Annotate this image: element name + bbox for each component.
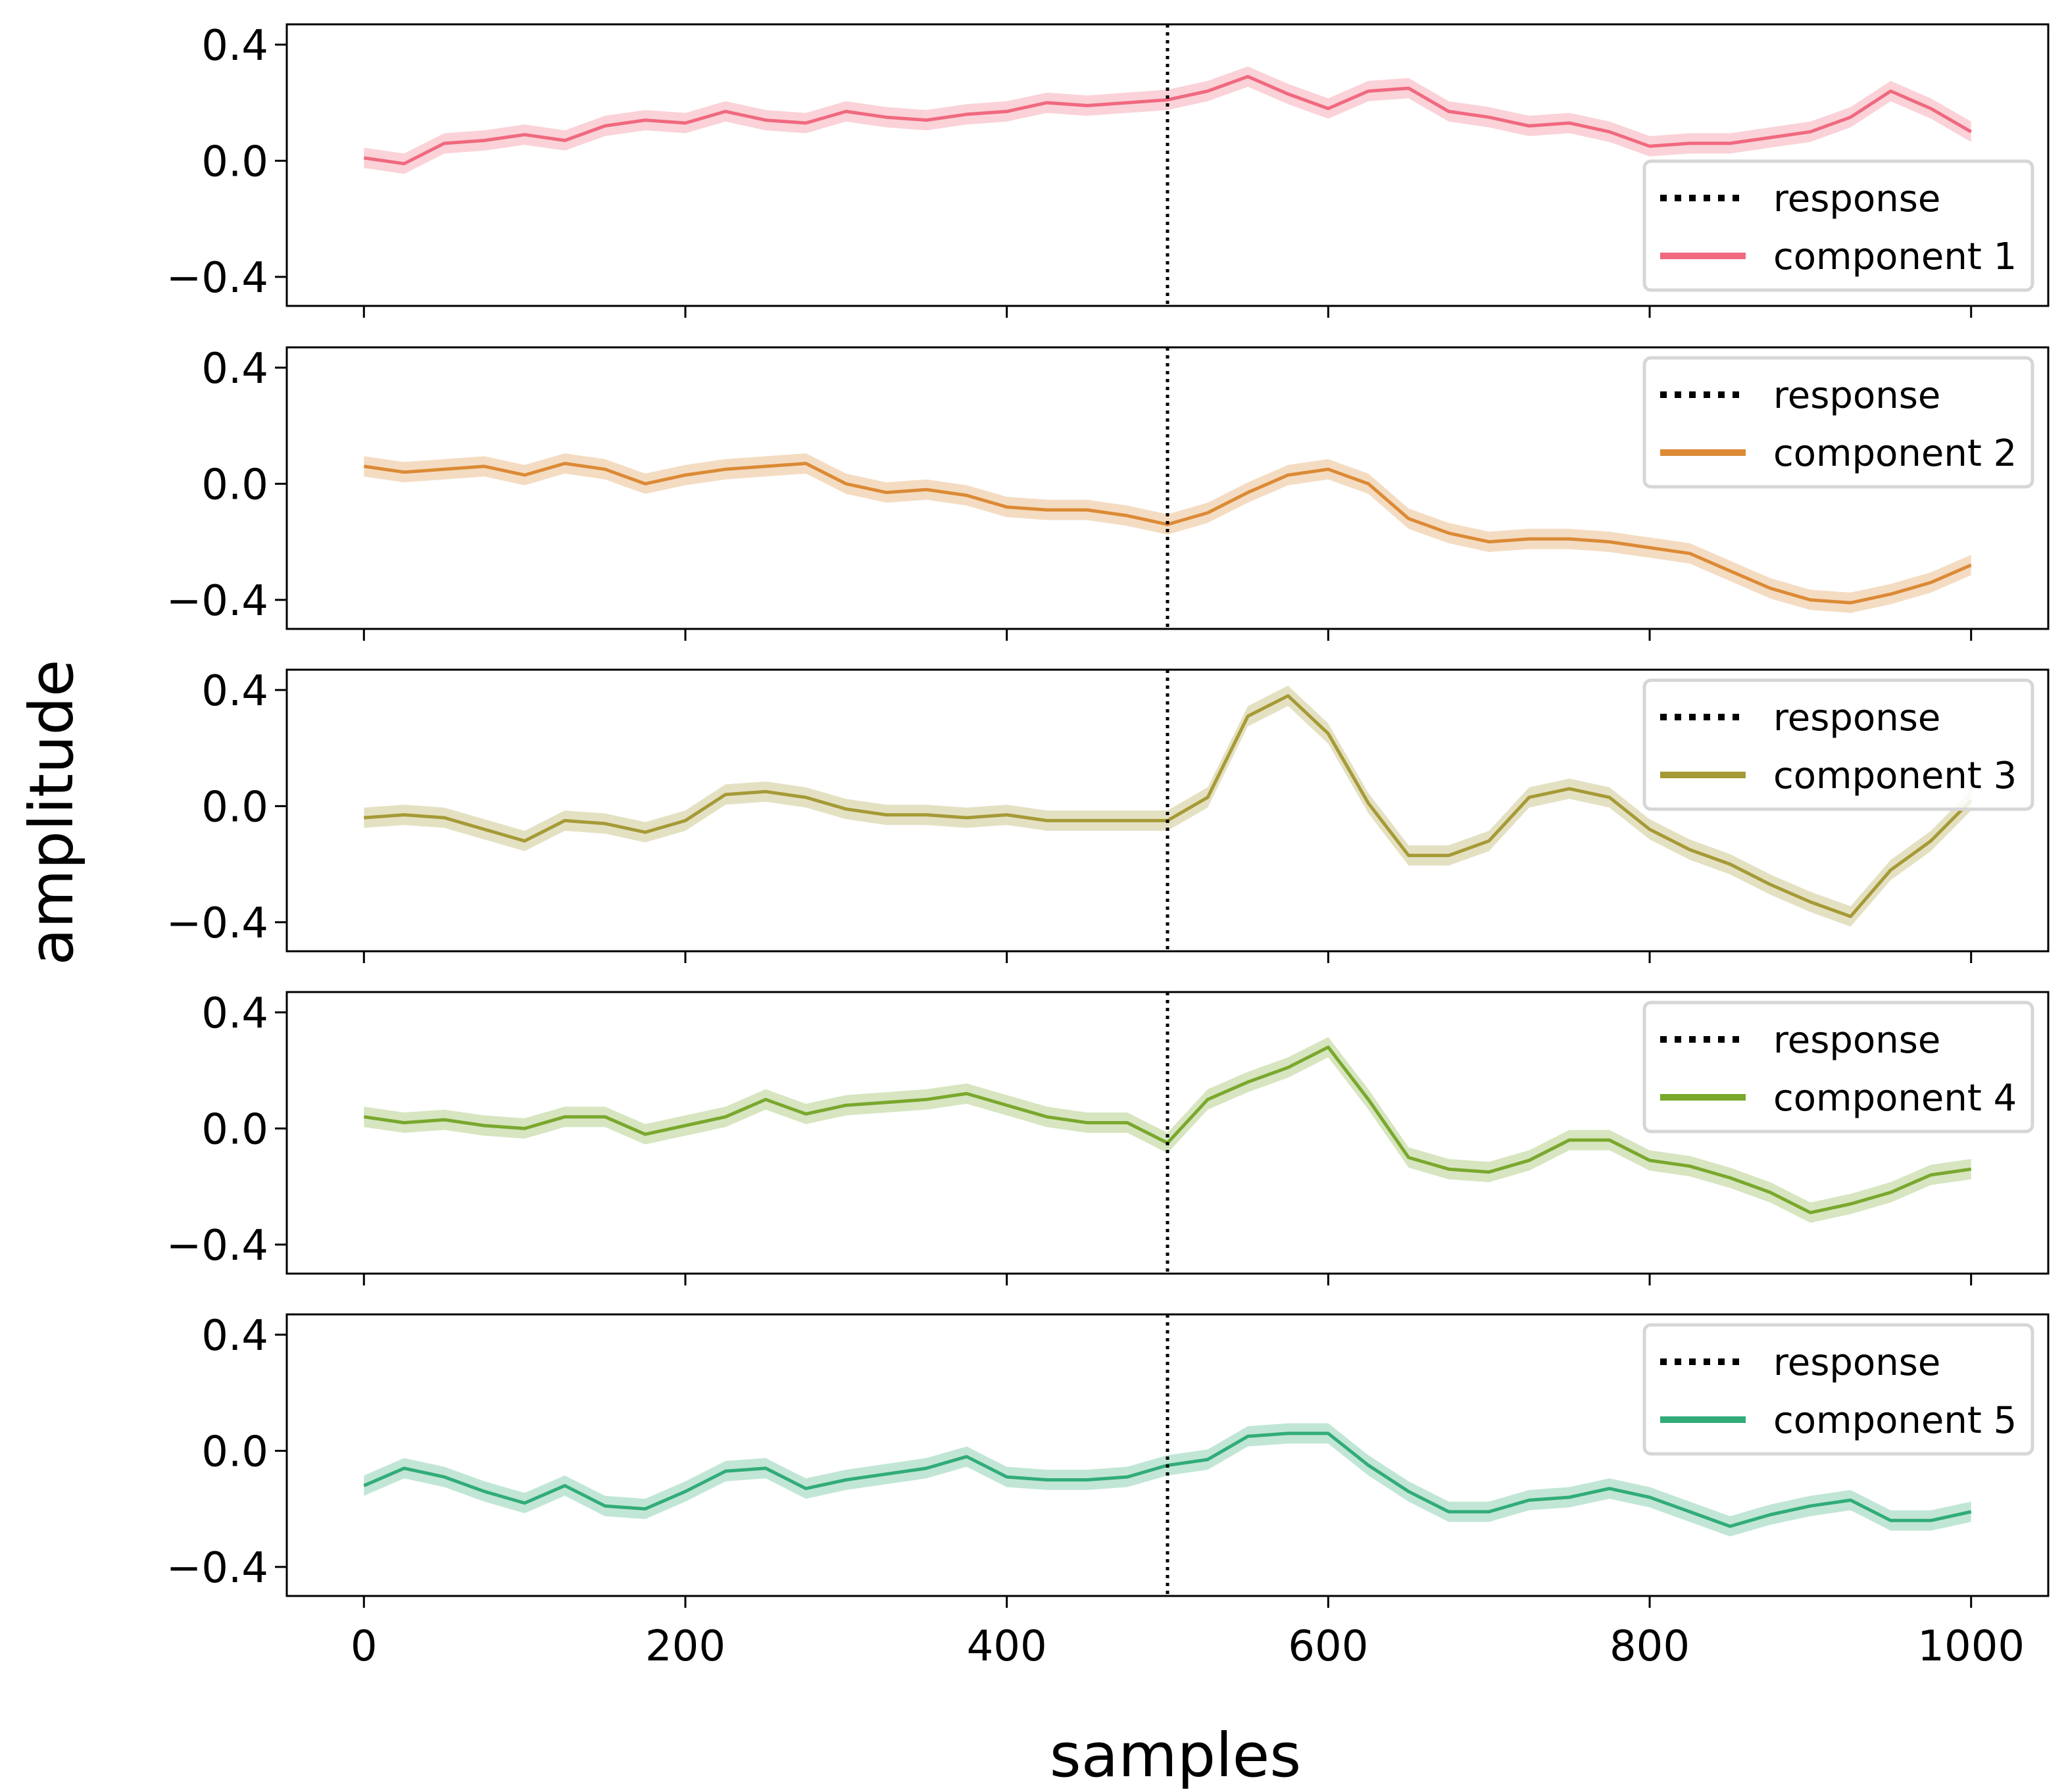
y-axis-title: amplitude	[16, 660, 87, 966]
y-tick-label: −0.4	[166, 899, 268, 948]
legend-response-label: response	[1773, 178, 1940, 220]
panel-4: 0.4 0.0 −0.4 response component 4	[166, 989, 2050, 1285]
panels-group: 0.4 0.0 −0.4 response component 1 0.4 0.0 −0.4 r…	[166, 22, 2050, 1671]
x-axis-title: samples	[1050, 1720, 1301, 1791]
legend: response component 3	[1642, 678, 2034, 811]
y-tick-label: 0.0	[201, 1428, 268, 1476]
legend-series-label: component 1	[1773, 236, 2017, 278]
y-tick-label: −0.4	[166, 1544, 268, 1593]
y-tick-label: 0.4	[201, 989, 268, 1038]
legend-series-label: component 5	[1773, 1399, 2017, 1442]
y-tick-label: 0.0	[201, 783, 268, 832]
x-tick-label: 400	[967, 1622, 1047, 1671]
panel-1: 0.4 0.0 −0.4 response component 1	[166, 22, 2050, 318]
y-tick-label: 0.4	[201, 22, 268, 70]
legend-response-label: response	[1773, 1341, 1940, 1384]
axes-frame	[285, 668, 2050, 953]
legend-response-label: response	[1773, 1019, 1940, 1062]
x-tick-label: 800	[1610, 1622, 1690, 1671]
legend: response component 2	[1642, 356, 2034, 489]
y-tick-label: 0.4	[201, 1312, 268, 1360]
axes-frame	[285, 1313, 2050, 1597]
x-tick-label: 1000	[1917, 1622, 2025, 1671]
y-tick-label: 0.4	[201, 667, 268, 716]
panel-5: 0.4 0.0 −0.4 0 200 400 600 800 1000 response compo…	[166, 1312, 2050, 1671]
series-band	[364, 66, 1971, 174]
legend-series-label: component 3	[1773, 755, 2017, 797]
legend-series-label: component 4	[1773, 1077, 2017, 1120]
axes-frame	[285, 23, 2050, 307]
y-tick-label: −0.4	[166, 1222, 268, 1270]
legend: response component 5	[1642, 1323, 2034, 1456]
y-tick-label: 0.0	[201, 137, 268, 186]
series-line	[363, 74, 1972, 166]
y-tick-label: 0.0	[201, 460, 268, 509]
x-tick-label: 200	[645, 1622, 726, 1671]
x-tick-label: 600	[1288, 1622, 1368, 1671]
x-tick-label: 0	[351, 1622, 378, 1671]
axes-frame	[285, 991, 2050, 1275]
axes-frame	[285, 346, 2050, 630]
legend-response-label: response	[1773, 374, 1940, 417]
panel-2: 0.4 0.0 −0.4 response component 2	[166, 345, 2050, 641]
legend: response component 4	[1642, 1001, 2034, 1133]
y-tick-label: −0.4	[166, 577, 268, 626]
series-line	[363, 462, 1972, 605]
legend-response-label: response	[1773, 697, 1940, 739]
legend-series-label: component 2	[1773, 432, 2017, 475]
series-band	[364, 1037, 1971, 1223]
series-band	[364, 453, 1971, 613]
y-tick-label: −0.4	[166, 254, 268, 303]
legend: response component 1	[1642, 159, 2034, 292]
panel-3: 0.4 0.0 −0.4 response component 3	[166, 667, 2050, 963]
y-tick-label: 0.0	[201, 1105, 268, 1154]
y-tick-label: 0.4	[201, 345, 268, 393]
